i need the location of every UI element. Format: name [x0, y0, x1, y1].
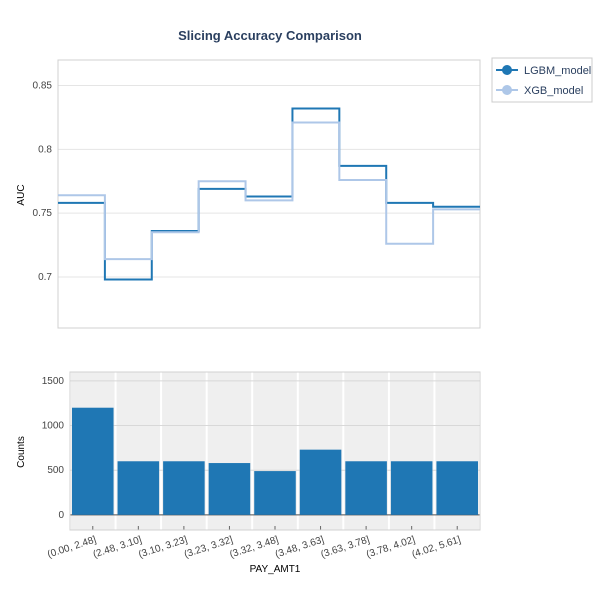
x-tick-label: (3.10, 3.23] [137, 534, 189, 560]
legend[interactable]: LGBM_model XGB_model [491, 57, 593, 103]
counts-plot-frame [69, 371, 481, 531]
x-axis-label: PAY_AMT1 [250, 564, 301, 575]
auc-tick-label: 0.7 [38, 272, 52, 283]
x-tick-label: (3.48, 3.63] [274, 534, 326, 560]
counts-tick-label: 1000 [42, 421, 65, 432]
x-tick-label: (3.78, 4.02] [365, 534, 417, 560]
auc-tick-label: 0.85 [33, 81, 53, 92]
x-tick-label: (4.02, 5.61] [411, 534, 463, 560]
y-axis-label-auc: AUC [16, 184, 27, 205]
x-tick-label: (3.63, 3.78] [320, 534, 372, 560]
bar-2[interactable] [163, 461, 205, 515]
auc-tick-label: 0.75 [33, 208, 53, 219]
legend-label-XGB_model[interactable]: XGB_model [524, 85, 583, 97]
auc-tick-label: 0.8 [38, 144, 52, 155]
auc-plot: 0.7 0.75 0.8 0.85 [33, 59, 481, 329]
chart-title: Slicing Accuracy Comparison [178, 28, 362, 43]
counts-tick-label: 500 [47, 465, 64, 476]
legend-label-LGBM_model[interactable]: LGBM_model [524, 65, 591, 77]
bar-1[interactable] [117, 461, 160, 515]
legend-marker-XGB_model [502, 85, 512, 95]
x-tick-label: (3.32, 3.48] [228, 534, 280, 560]
bar-7[interactable] [390, 461, 433, 515]
y-axis-label-counts: Counts [16, 436, 27, 468]
auc-plot-frame [57, 59, 481, 329]
counts-plot: 0 500 1000 1500 (0.00, 2.48](2.48, 3.10](3.1… [42, 371, 481, 560]
counts-tick-label: 0 [58, 510, 64, 521]
x-tick-label: (3.23, 3.32] [183, 534, 235, 560]
bar-5[interactable] [299, 449, 342, 515]
bar-0[interactable] [72, 407, 114, 515]
x-tick-label: (2.48, 3.10] [92, 534, 144, 560]
bar-4[interactable] [254, 471, 296, 515]
bar-3[interactable] [208, 463, 251, 515]
counts-tick-label: 1500 [42, 376, 65, 387]
series-line-XGB_model[interactable] [58, 121, 480, 261]
bar-6[interactable] [345, 461, 387, 515]
bar-8[interactable] [436, 461, 478, 515]
legend-marker-LGBM_model [502, 65, 512, 75]
series-line-LGBM_model[interactable] [58, 107, 480, 281]
x-tick-label: (0.00, 2.48] [46, 534, 98, 560]
